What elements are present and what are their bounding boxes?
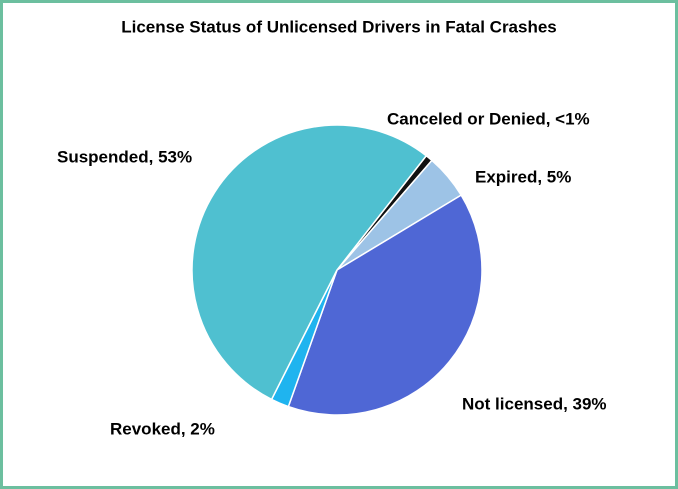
data-label: Suspended, 53% <box>57 147 192 166</box>
data-label: Not licensed, 39% <box>462 394 607 413</box>
data-label: Canceled or Denied, <1% <box>387 109 590 128</box>
pie-slice <box>287 194 483 416</box>
pie-slice <box>191 124 428 401</box>
data-label: Expired, 5% <box>475 167 571 186</box>
data-label: Revoked, 2% <box>110 419 215 438</box>
chart-title: License Status of Unlicensed Drivers in … <box>121 17 557 36</box>
